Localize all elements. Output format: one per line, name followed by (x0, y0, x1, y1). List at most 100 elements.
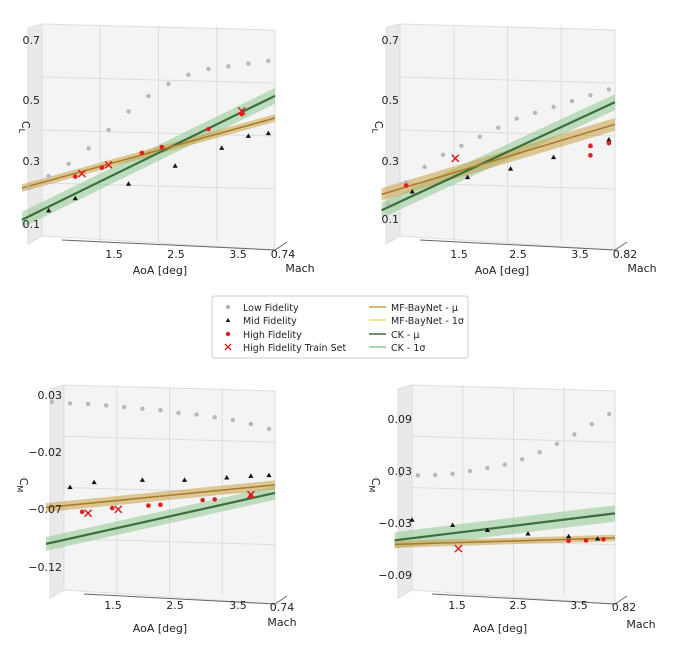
mid-fidelity-point (266, 472, 272, 478)
z-axis-line (614, 595, 628, 605)
mid-fidelity-point (594, 536, 601, 541)
low-fidelity-point (230, 417, 235, 423)
low-fidelity-point (49, 399, 55, 404)
xtick-label: 2.5 (167, 248, 185, 261)
xtick-label: 3.5 (571, 248, 589, 261)
x-axis-line (419, 239, 616, 251)
mid-fidelity-point (245, 133, 251, 138)
xtick-label: 1.5 (105, 248, 123, 261)
panel-cl-mach-074: 0.7 0.5 0.3 0.1 1.5 2.5 3.5 AoA [deg] 0.… (17, 23, 315, 277)
high-fidelity-point (403, 183, 409, 188)
legend-label-mf-mu: MF-BayNet - μ (391, 303, 458, 314)
train-set-point (454, 544, 463, 553)
y-axis-label: CL (370, 121, 385, 134)
low-fidelity-point (85, 401, 91, 407)
low-fidelity-point (86, 146, 91, 151)
train-set-point (246, 490, 255, 499)
train-set-point (114, 505, 123, 514)
low-fidelity-point (106, 127, 111, 133)
low-fidelity-point (248, 421, 254, 427)
legend-marker-high (225, 331, 231, 337)
low-fidelity-point (607, 411, 612, 417)
low-fidelity-point (415, 473, 420, 478)
z-axis-label: Mach (626, 618, 655, 631)
mf-mu-line (21, 117, 276, 189)
mid-fidelity-point (265, 130, 271, 136)
z-axis-label: Mach (627, 262, 656, 275)
low-fidelity-point (502, 462, 507, 467)
high-fidelity-point (200, 497, 205, 503)
low-fidelity-point (26, 186, 31, 191)
low-fidelity-point (537, 450, 542, 455)
mid-fidelity-point (46, 207, 52, 213)
mid-fidelity-point (450, 522, 456, 527)
low-fidelity-point (66, 161, 71, 167)
high-fidelity-point (588, 153, 593, 158)
low-fidelity-point (194, 412, 199, 417)
mid-fidelity-point (172, 163, 178, 168)
y-axis-label: CM (367, 478, 382, 493)
x-axis-line (83, 593, 276, 605)
low-fidelity-point (67, 401, 73, 406)
xtick-label: 2.5 (509, 599, 527, 612)
ytick-label: 0.1 (23, 218, 41, 231)
mid-fidelity-point (409, 517, 415, 522)
low-fidelity-point (46, 173, 51, 179)
mid-fidelity-point (125, 181, 132, 186)
low-fidelity-point (206, 66, 211, 72)
high-fidelity-point (248, 493, 254, 498)
low-fidelity-point (572, 432, 577, 437)
mid-fidelity-point (484, 527, 490, 533)
mid-fidelity-point (550, 154, 557, 160)
high-fidelity-point (109, 505, 115, 511)
z-axis-label: Mach (285, 262, 314, 275)
ytick-label: 0.03 (388, 465, 413, 478)
xtick-label: 1.5 (104, 599, 122, 612)
x-axis-label: AoA [deg] (475, 264, 529, 277)
xtick-label: 3.5 (570, 599, 588, 612)
panel-cm-mach-074: 0.03 −0.02 −0.07 −0.12 1.5 2.5 3.5 AoA [… (15, 384, 297, 635)
xtick-label: 2.5 (166, 599, 184, 612)
mid-fidelity-point (464, 174, 471, 180)
low-fidelity-point (554, 441, 560, 446)
ck-mu-line (45, 491, 276, 546)
mach-value: 0.82 (612, 601, 637, 614)
low-fidelity-point (398, 472, 403, 478)
low-fidelity-point (212, 415, 217, 420)
train-set-point (77, 169, 86, 178)
train-set-point (84, 509, 93, 518)
low-fidelity-point (266, 426, 272, 432)
low-fidelity-point (450, 471, 455, 477)
legend-label-mid: Mid Fidelity (243, 316, 297, 327)
low-fidelity-point (588, 93, 593, 98)
gridline (411, 487, 616, 494)
ytick-label: −0.09 (378, 569, 412, 582)
ck-mu-line (394, 512, 616, 542)
low-fidelity-point (158, 408, 163, 413)
high-fidelity-point (99, 165, 105, 171)
low-fidelity-point (140, 406, 145, 411)
mid-fidelity-point (224, 474, 230, 480)
high-fidelity-point (601, 537, 606, 542)
panel-cm-mach-082: 0.09 0.03 −0.03 −0.09 1.5 2.5 3.5 AoA [d… (367, 384, 656, 635)
xtick-label: 2.5 (509, 248, 527, 261)
legend-label-high: High Fidelity (243, 330, 302, 341)
low-fidelity-point (422, 164, 427, 170)
mid-fidelity-point (248, 473, 254, 478)
x-axis-line (431, 593, 616, 605)
x-axis-label: AoA [deg] (133, 264, 187, 277)
low-fidelity-point (246, 61, 251, 66)
ytick-label: 0.1 (382, 213, 400, 226)
train-set-point (237, 106, 246, 115)
low-fidelity-point (266, 58, 271, 64)
ytick-label: −0.07 (28, 503, 62, 516)
mid-fidelity-point (525, 531, 531, 536)
mid-fidelity-point (565, 533, 572, 539)
low-fidelity-point (606, 87, 612, 92)
high-fidelity-point (72, 174, 78, 179)
xtick-label: 1.5 (450, 248, 468, 261)
x-axis-label: AoA [deg] (473, 622, 527, 635)
low-fidelity-point (126, 109, 131, 114)
mid-fidelity-point (91, 479, 97, 485)
z-axis-line (274, 241, 288, 251)
